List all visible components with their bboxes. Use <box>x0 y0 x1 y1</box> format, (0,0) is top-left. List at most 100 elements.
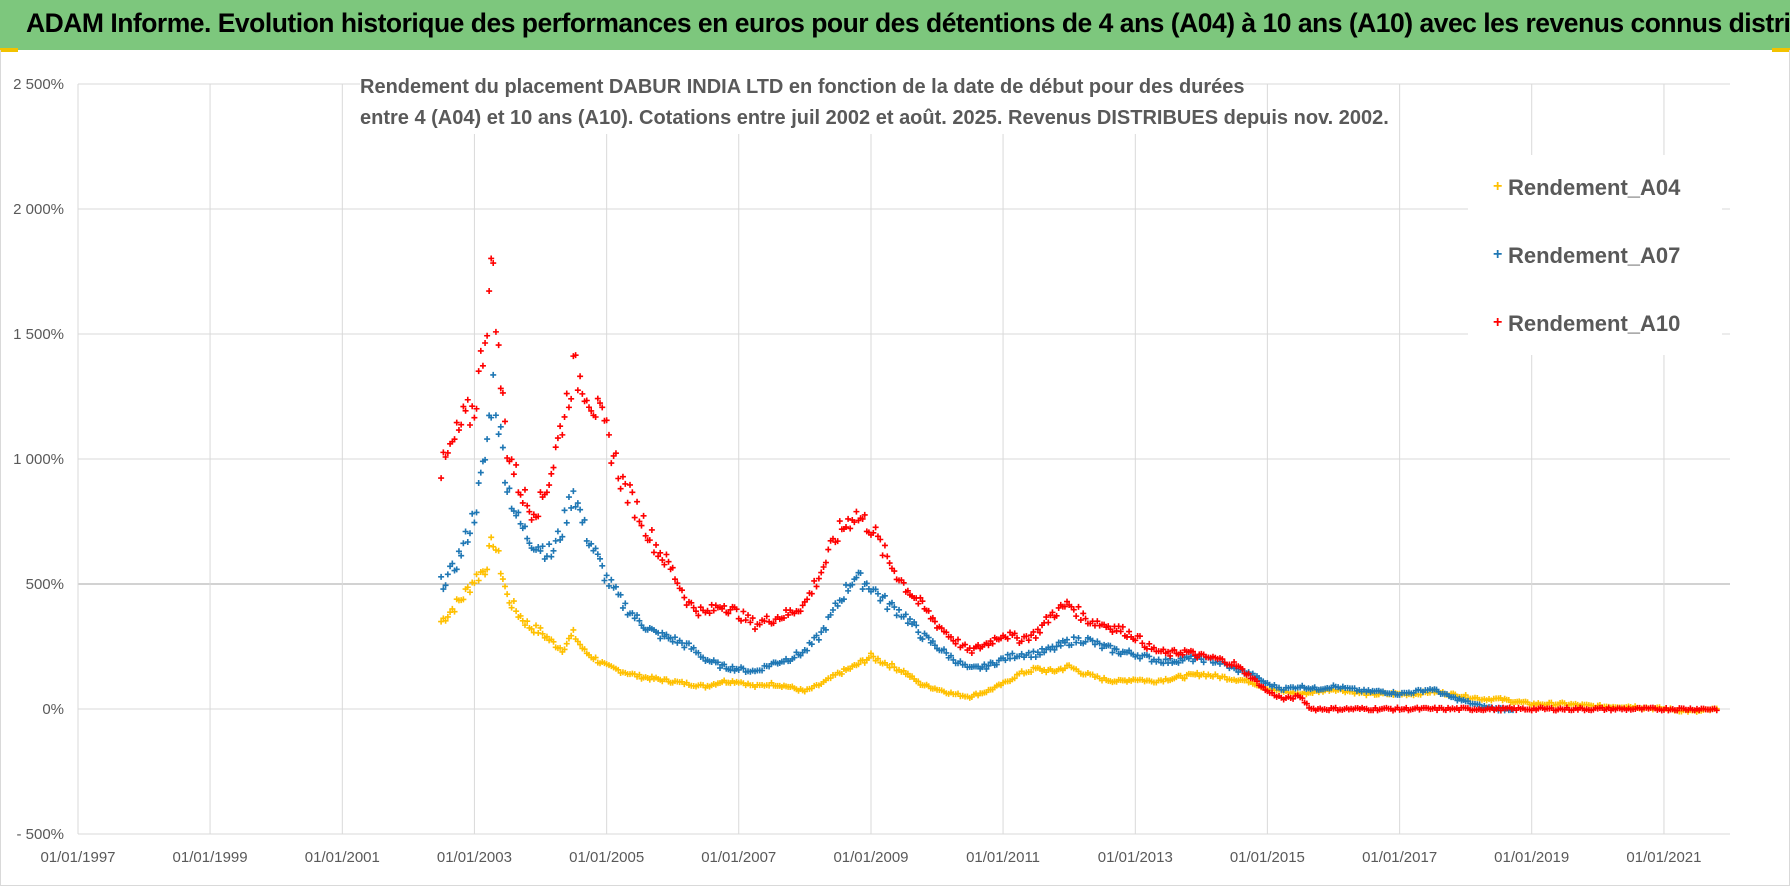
data-point-Rendement_A10 <box>859 515 866 522</box>
data-point-Rendement_A07 <box>440 586 447 593</box>
data-point-Rendement_A07 <box>537 547 544 554</box>
data-point-Rendement_A04 <box>533 622 540 629</box>
data-point-Rendement_A07 <box>717 664 724 671</box>
data-point-Rendement_A10 <box>797 608 804 615</box>
data-point-Rendement_A10 <box>638 522 645 529</box>
data-point-Rendement_A10 <box>451 436 458 443</box>
data-point-Rendement_A07 <box>629 610 636 617</box>
data-point-Rendement_A07 <box>759 667 766 674</box>
data-point-Rendement_A07 <box>608 576 615 583</box>
data-point-Rendement_A07 <box>1096 640 1103 647</box>
data-point-Rendement_A07 <box>804 647 811 654</box>
data-point-Rendement_A10 <box>1126 628 1133 635</box>
data-point-Rendement_A10 <box>1171 646 1178 653</box>
data-point-Rendement_A04 <box>502 583 509 590</box>
data-point-Rendement_A10 <box>884 553 891 560</box>
legend-marker-a10: + <box>1493 314 1503 331</box>
data-point-Rendement_A10 <box>462 407 469 414</box>
data-point-Rendement_A07 <box>517 520 524 527</box>
data-point-Rendement_A07 <box>539 543 546 550</box>
data-point-Rendement_A10 <box>1109 628 1116 635</box>
data-point-Rendement_A10 <box>524 502 531 509</box>
data-point-Rendement_A07 <box>444 571 451 578</box>
data-point-Rendement_A10 <box>1073 613 1080 620</box>
data-point-Rendement_A04 <box>904 670 911 677</box>
data-point-Rendement_A10 <box>955 636 962 643</box>
data-point-Rendement_A07 <box>484 436 491 443</box>
data-point-Rendement_A07 <box>729 663 736 670</box>
data-point-Rendement_A10 <box>1239 665 1246 672</box>
data-point-Rendement_A04 <box>1181 675 1188 682</box>
data-point-Rendement_A07 <box>896 606 903 613</box>
data-point-Rendement_A04 <box>506 599 513 606</box>
data-point-Rendement_A07 <box>859 586 866 593</box>
data-point-Rendement_A10 <box>886 560 893 567</box>
data-point-Rendement_A07 <box>1187 653 1194 660</box>
data-point-Rendement_A10 <box>608 460 615 467</box>
data-point-Rendement_A10 <box>537 489 544 496</box>
data-point-Rendement_A10 <box>492 328 499 335</box>
data-point-Rendement_A04 <box>636 671 643 678</box>
data-point-Rendement_A10 <box>1179 651 1186 658</box>
data-point-Rendement_A10 <box>847 525 854 532</box>
data-point-Rendement_A07 <box>438 573 445 580</box>
data-point-Rendement_A04 <box>475 577 482 584</box>
data-point-Rendement_A07 <box>1126 647 1133 654</box>
data-point-Rendement_A10 <box>521 486 528 493</box>
data-point-Rendement_A10 <box>683 602 690 609</box>
x-tick-label: 01/01/2001 <box>305 849 380 866</box>
legend-label-a04: Rendement_A04 <box>1508 175 1681 200</box>
data-point-Rendement_A10 <box>565 404 572 411</box>
data-point-Rendement_A10 <box>624 499 631 506</box>
data-point-Rendement_A10 <box>1032 634 1039 641</box>
data-point-Rendement_A10 <box>674 580 681 587</box>
data-point-Rendement_A04 <box>1462 692 1469 699</box>
data-point-Rendement_A07 <box>521 523 528 530</box>
data-point-Rendement_A07 <box>888 599 895 606</box>
data-point-Rendement_A10 <box>881 542 888 549</box>
data-point-Rendement_A07 <box>524 535 531 542</box>
data-point-Rendement_A10 <box>550 464 557 471</box>
data-point-Rendement_A04 <box>499 576 506 583</box>
data-point-Rendement_A04 <box>867 650 874 657</box>
data-point-Rendement_A07 <box>818 629 825 636</box>
legend-item-a04: + Rendement_A04 <box>1493 175 1681 201</box>
data-point-Rendement_A07 <box>1051 646 1058 653</box>
data-point-Rendement_A07 <box>815 636 822 643</box>
data-point-Rendement_A07 <box>1032 653 1039 660</box>
data-point-Rendement_A10 <box>1160 646 1167 653</box>
y-tick-label: 0% <box>42 701 64 718</box>
data-point-Rendement_A07 <box>570 488 577 495</box>
data-point-Rendement_A04 <box>438 618 445 625</box>
x-axis-labels: 01/01/1997 01/01/1999 01/01/2001 01/01/2003… <box>40 849 1701 866</box>
data-point-Rendement_A10 <box>526 508 533 515</box>
data-point-Rendement_A07 <box>502 479 509 486</box>
legend-marker-a04: + <box>1493 178 1503 195</box>
data-point-Rendement_A07 <box>449 560 456 567</box>
data-point-Rendement_A07 <box>1061 639 1068 646</box>
data-point-Rendement_A04 <box>473 571 480 578</box>
data-point-Rendement_A10 <box>646 537 653 544</box>
data-point-Rendement_A07 <box>559 533 566 540</box>
data-point-Rendement_A04 <box>865 654 872 661</box>
data-point-Rendement_A07 <box>985 662 992 669</box>
data-point-Rendement_A10 <box>490 260 497 267</box>
data-point-Rendement_A10 <box>1018 638 1025 645</box>
data-point-Rendement_A10 <box>813 583 820 590</box>
data-point-Rendement_A10 <box>721 602 728 609</box>
data-point-Rendement_A10 <box>535 513 542 520</box>
data-point-Rendement_A10 <box>568 395 575 402</box>
data-point-Rendement_A10 <box>818 569 825 576</box>
data-point-Rendement_A07 <box>515 509 522 516</box>
data-point-Rendement_A07 <box>526 540 533 547</box>
data-point-Rendement_A07 <box>943 649 950 656</box>
data-point-Rendement_A07 <box>565 494 572 501</box>
data-point-Rendement_A10 <box>1139 640 1146 647</box>
data-point-Rendement_A07 <box>1030 648 1037 655</box>
data-point-Rendement_A10 <box>475 368 482 375</box>
data-point-Rendement_A10 <box>820 564 827 571</box>
data-point-Rendement_A10 <box>985 642 992 649</box>
y-axis-labels: - 500% 0% 500% 1 000% 1 500% 2 000% 2 500% <box>13 76 64 843</box>
data-point-Rendement_A07 <box>612 583 619 590</box>
y-tick-label: 2 500% <box>13 76 64 93</box>
